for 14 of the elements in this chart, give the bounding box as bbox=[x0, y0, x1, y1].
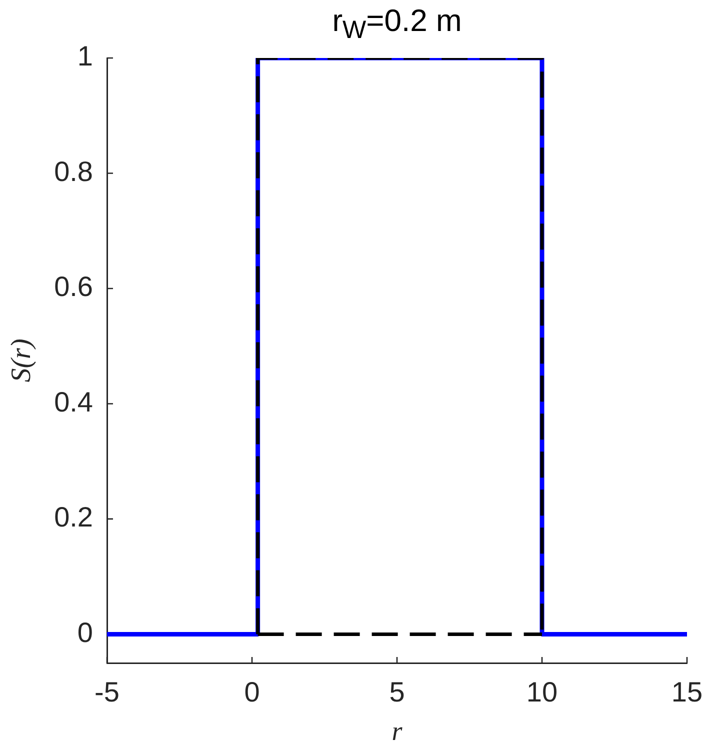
x-tick-label: 0 bbox=[244, 676, 260, 708]
y-tick-label: 0 bbox=[77, 616, 93, 648]
y-tick-label: 0.4 bbox=[54, 386, 93, 418]
chart-title: r$_{W}$=0.2 m bbox=[331, 2, 463, 44]
y-tick-label: 0.2 bbox=[54, 502, 93, 533]
x-tick-label: -5 bbox=[94, 676, 120, 708]
x-tick-label: 15 bbox=[671, 676, 703, 708]
x-axis-title: r bbox=[392, 716, 403, 746]
y-tick-label: 1 bbox=[77, 40, 93, 72]
y-tick-label: 0.8 bbox=[54, 156, 93, 187]
x-tick-label: 5 bbox=[389, 676, 405, 708]
y-axis-title: S(r) bbox=[6, 338, 38, 382]
y-tick-label: 0.6 bbox=[54, 271, 93, 302]
x-tick-label: 10 bbox=[526, 676, 558, 708]
